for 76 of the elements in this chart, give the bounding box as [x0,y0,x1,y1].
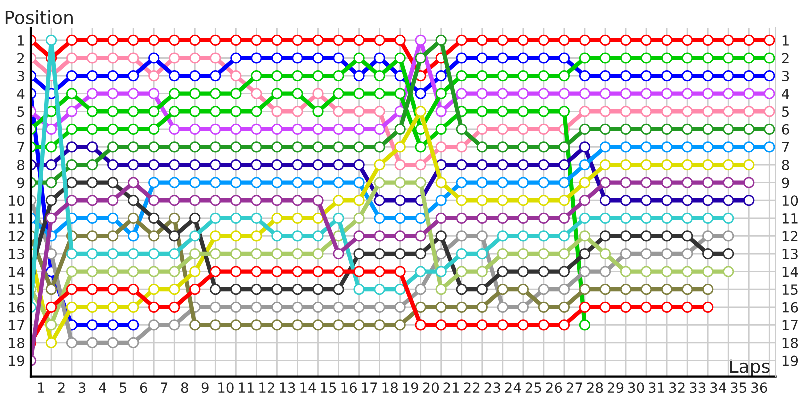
y-tick-label: 5 [18,106,24,118]
x-tick-label: 35 [731,382,746,394]
y-tick-label: 11 [9,214,24,224]
x-tick-label: 21 [444,382,460,393]
y2-tick-label: 6 [782,124,790,135]
y2-tick-label: 5 [782,106,789,118]
y-tick-label: 16 [9,302,25,313]
y2-tick-label: 3 [782,71,790,82]
x-tick-label: 23 [484,382,500,394]
y2-tick-label: 14 [782,266,798,278]
y2-tick-label: 19 [782,356,798,366]
x-tick-label: 30 [628,382,644,394]
x-tick-label: 32 [670,382,685,394]
y2-tick-label: 15 [782,284,798,296]
y-tick-label: 6 [18,124,25,135]
x-tick-label: 20 [423,382,440,394]
x-tick-label: 33 [690,382,706,394]
x-tick-label: 16 [342,382,357,394]
x-tick-label: 6 [140,382,148,394]
x-tick-label: 1 [38,382,44,393]
y2-tick-label: 12 [782,231,798,242]
y2-tick-label: 4 [782,88,790,100]
y-tick-label: 19 [9,356,24,366]
x-tick-label: 11 [239,382,254,393]
y-tick-label: 8 [18,160,24,171]
x-tick-label: 15 [321,382,336,394]
y-tick-label: 4 [17,88,25,100]
y2-tick-label: 13 [782,248,798,260]
x-tick-label: 12 [260,382,274,393]
y2-tick-label: 16 [782,302,798,313]
x-tick-label: 9 [202,382,209,394]
x-tick-label: 19 [403,382,418,394]
x-tick-label: 18 [382,382,398,394]
y-tick-label: 17 [9,320,24,330]
y-tick-label: 10 [9,196,25,206]
y-tick-label: 2 [18,53,24,64]
x-tick-label: 13 [280,382,296,394]
x-tick-label: 22 [464,382,480,393]
y2-tick-label: 7 [782,142,790,153]
y-tick-label: 12 [9,231,24,242]
y2-tick-label: 18 [782,338,798,348]
y-axis-title: Position [6,10,73,24]
x-tick-label: 34 [710,382,726,394]
y-tick-label: 7 [18,142,24,153]
x-tick-label: 3 [78,382,86,394]
y2-tick-label: 9 [782,178,790,188]
y-tick-label: 15 [9,284,24,296]
x-axis-title: Laps [730,360,770,377]
y2-tick-label: 1 [782,36,789,46]
x-tick-label: 36 [752,382,768,394]
x-tick-label: 29 [608,382,624,394]
x-tick-label: 7 [161,382,168,393]
y2-tick-label: 17 [782,320,798,330]
x-tick-label: 27 [566,382,582,393]
y-tick-label: 13 [9,248,24,260]
x-tick-label: 14 [300,382,316,393]
x-tick-label: 26 [546,382,562,394]
y-tick-label: 3 [18,71,24,82]
x-tick-label: 24 [505,382,522,393]
y-tick-label: 18 [9,338,24,348]
x-tick-label: 10 [218,382,234,394]
x-tick-label: 17 [362,382,378,393]
x-tick-label: 5 [120,382,127,394]
x-tick-label: 31 [649,382,664,394]
x-tick-label: 4 [99,382,106,393]
x-tick-label: 8 [181,382,188,394]
y2-tick-label: 10 [782,196,798,206]
y-tick-label: 1 [18,36,24,46]
y-tick-label: 14 [9,266,25,278]
y2-tick-label: 11 [782,214,798,224]
x-tick-label: 28 [587,382,604,394]
y2-tick-label: 8 [782,160,790,171]
x-tick-label: 25 [526,382,542,394]
y2-tick-label: 2 [782,53,789,64]
y-tick-label: 9 [17,178,24,188]
x-tick-label: 2 [58,382,65,393]
